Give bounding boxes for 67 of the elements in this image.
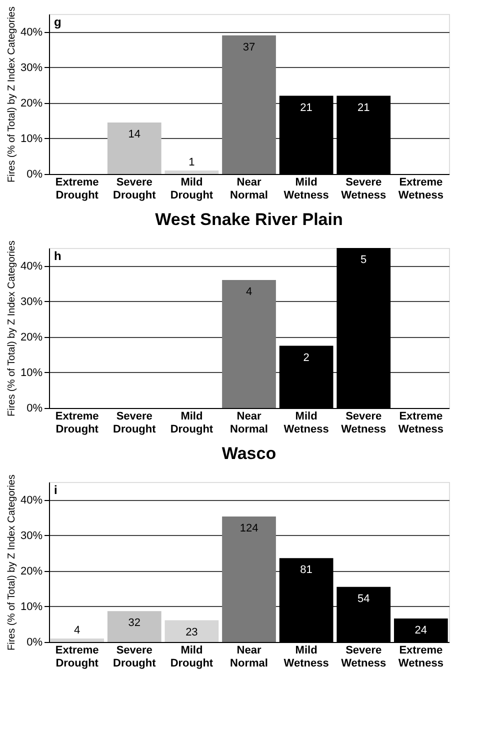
y-tick-label: 30%	[20, 62, 43, 74]
annotation: 21	[357, 102, 370, 114]
y-tick-label: 40%	[20, 494, 43, 506]
annotation: 14	[128, 128, 141, 140]
x-tick-label: Mild Wetness	[284, 176, 329, 202]
x-tick-label: Extreme Drought	[55, 644, 99, 670]
annotation: g	[54, 15, 62, 29]
bar	[222, 280, 276, 408]
y-tick-label: 10%	[20, 366, 43, 379]
annotation: 5	[360, 254, 367, 266]
annotation: 81	[300, 564, 312, 576]
bar	[164, 620, 219, 642]
x-tick-label: Extreme Drought	[55, 176, 99, 202]
x-tick-label: Mild Drought	[170, 644, 214, 670]
y-tick-label: 30%	[20, 296, 43, 308]
x-tick-label: Severe Drought	[113, 176, 156, 202]
annotation: 24	[414, 624, 428, 637]
x-tick-label: Extreme Wetness	[398, 176, 444, 202]
y-tick-label: 10%	[20, 600, 43, 613]
annotation: 124	[240, 522, 258, 534]
y-tick-label: 40%	[20, 26, 43, 38]
y-axis-title: Fires (% of Total) by Z Index Categories	[6, 240, 18, 416]
bar	[50, 638, 104, 642]
annotation: 54	[357, 592, 370, 605]
annotation: 37	[242, 41, 256, 54]
text: Wasco	[222, 444, 276, 463]
x-tick-label: Mild Drought	[170, 410, 214, 436]
x-tick-label: Severe Drought	[113, 644, 156, 670]
y-tick-label: 40%	[20, 260, 43, 272]
bar	[222, 516, 276, 642]
annotation: i	[54, 483, 58, 497]
y-tick-label: 0%	[26, 168, 43, 180]
bar	[107, 611, 162, 642]
x-tick-label: Severe Wetness	[341, 176, 386, 202]
text: West Snake River Plain	[155, 210, 343, 229]
x-tick-label: Mild Drought	[170, 176, 214, 202]
x-tick-label: Extreme Drought	[55, 410, 99, 436]
x-tick-label: Near Normal	[230, 176, 268, 202]
y-tick-label: 20%	[20, 331, 43, 344]
x-tick-label: Near Normal	[230, 410, 268, 436]
bar	[222, 35, 276, 174]
bar	[107, 122, 162, 174]
x-tick-label: Near Normal	[230, 644, 268, 670]
y-tick-label: 20%	[20, 565, 43, 578]
annotation: 1	[188, 156, 195, 168]
y-tick-label: 0%	[26, 402, 43, 414]
x-tick-label: Extreme Wetness	[398, 410, 444, 436]
y-tick-label: 30%	[20, 530, 43, 542]
x-tick-label: Severe Wetness	[341, 644, 386, 670]
y-tick-label: 10%	[20, 132, 43, 145]
x-tick-label: Severe Wetness	[341, 410, 386, 436]
bar	[164, 170, 219, 174]
x-tick-label: Mild Wetness	[284, 644, 329, 670]
y-tick-label: 0%	[26, 636, 43, 648]
annotation: 32	[128, 617, 141, 630]
y-axis-title: Fires (% of Total) by Z Index Categories	[6, 6, 18, 182]
annotation: 2	[303, 352, 310, 364]
annotation: 4	[246, 286, 252, 298]
annotation: 23	[186, 626, 198, 638]
x-tick-label: Mild Wetness	[284, 410, 329, 436]
y-axis-title: Fires (% of Total) by Z Index Categories	[6, 474, 18, 650]
annotation: 4	[74, 624, 80, 636]
y-tick-label: 20%	[20, 97, 43, 110]
annotation: h	[54, 249, 62, 263]
annotation: 21	[300, 102, 312, 114]
x-tick-label: Extreme Wetness	[398, 644, 444, 670]
x-tick-label: Severe Drought	[113, 410, 156, 436]
